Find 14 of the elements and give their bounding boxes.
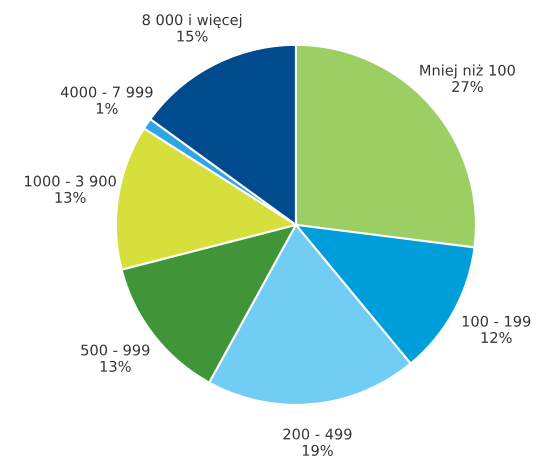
- slice-label: 500 - 999: [81, 344, 150, 356]
- data-label: 27%: [452, 81, 483, 92]
- data-label: 12%: [482, 332, 512, 344]
- data-label: 15%: [178, 30, 208, 42]
- slice-label: 8 000 i więcej: [142, 14, 242, 28]
- data-label: 19%: [302, 444, 333, 456]
- slice-label: Mniej niż 100: [420, 64, 515, 79]
- slice-label: 200 - 499: [283, 428, 352, 440]
- data-label: 1%: [96, 102, 118, 114]
- slice-label: 1000 - 3 900: [25, 176, 116, 187]
- slice-label: 4000 - 7 999: [60, 86, 153, 98]
- slice-label: 100 - 199: [462, 316, 530, 327]
- data-label: 13%: [56, 192, 86, 203]
- data-label: 13%: [100, 360, 131, 372]
